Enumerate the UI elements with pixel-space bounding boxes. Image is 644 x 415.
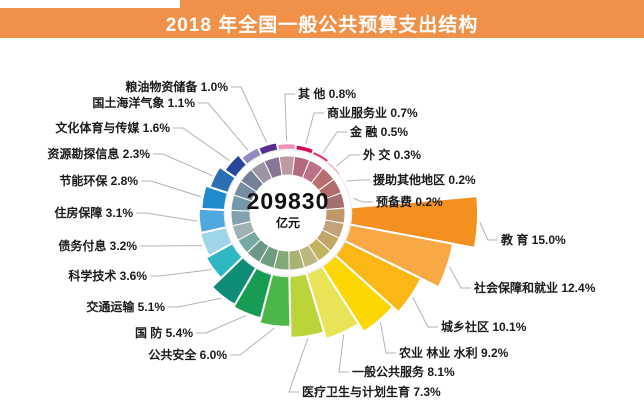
slice-label-15: 科学技术 3.6% xyxy=(68,268,147,283)
leader-line-13 xyxy=(196,314,247,334)
slice-label-14: 交通运输 5.1% xyxy=(86,299,165,314)
leader-line-22 xyxy=(231,86,268,143)
slice-label-8: 城乡社区 10.1% xyxy=(441,319,527,334)
center-total-value: 209830 xyxy=(247,188,330,214)
slice-label-22: 粮油物资储备 1.0% xyxy=(125,79,228,94)
header-banner: 2018 年全国一般公共预算支出结构 xyxy=(0,8,644,38)
slice-label-5: 预备费 0.2% xyxy=(376,194,443,209)
page-title: 2018 年全国一般公共预算支出结构 xyxy=(165,14,479,36)
label-lines xyxy=(136,86,498,393)
leader-line-10 xyxy=(338,334,349,373)
slice-label-12: 公共安全 6.0% xyxy=(148,347,227,362)
leader-line-9 xyxy=(379,321,396,354)
leader-line-11 xyxy=(288,338,309,393)
inner-ring xyxy=(230,155,346,271)
leader-line-5 xyxy=(352,197,373,203)
slice-label-11: 医疗卫生与计划生育 7.3% xyxy=(302,384,441,399)
leader-line-14 xyxy=(168,297,222,308)
ring-segment-22 xyxy=(263,156,283,180)
slice-label-4: 援助其他地区 0.2% xyxy=(373,172,476,187)
leader-line-15 xyxy=(150,269,212,277)
leader-line-21 xyxy=(198,102,249,151)
labels: 其 他 0.8% 商业服务业 0.7% 金 融 0.5% 外 交 0.3% 援助其他地区… xyxy=(47,79,595,399)
slice-label-6: 教 育 15.0% xyxy=(500,232,566,247)
slice-label-13: 国 防 5.4% xyxy=(135,325,193,340)
slice-label-0: 其 他 0.8% xyxy=(298,86,356,101)
slice-label-2: 金 融 0.5% xyxy=(349,124,408,139)
leader-line-17 xyxy=(136,212,198,222)
slice-label-9: 农业 林业 水利 9.2% xyxy=(398,345,509,360)
slice-label-17: 住房保障 3.1% xyxy=(54,205,133,220)
slice-label-3: 外 交 0.3% xyxy=(363,147,421,162)
leader-line-3 xyxy=(336,154,360,167)
leader-line-4 xyxy=(346,179,370,182)
leader-line-7 xyxy=(448,266,471,289)
slice-label-10: 一般公共服务 8.1% xyxy=(352,364,455,379)
leader-line-18 xyxy=(141,180,201,198)
slice-label-18: 节能环保 2.8% xyxy=(59,173,138,188)
leader-line-6 xyxy=(479,221,498,241)
leader-line-1 xyxy=(305,112,324,145)
leader-line-0 xyxy=(284,93,295,142)
slice-label-7: 社会保障和就业 12.4% xyxy=(473,280,596,295)
slice-label-19: 资源勘探信息 2.3% xyxy=(47,146,150,161)
leader-line-12 xyxy=(230,327,275,356)
slice-label-21: 国土海洋气象 1.1% xyxy=(92,95,195,110)
slice-label-1: 商业服务业 0.7% xyxy=(327,105,418,120)
center-disc xyxy=(250,175,326,251)
leader-line-19 xyxy=(153,153,213,177)
leader-line-2 xyxy=(322,131,347,154)
leader-line-20 xyxy=(173,127,230,161)
slice-label-16: 债务付息 3.2% xyxy=(58,238,137,253)
leader-line-8 xyxy=(412,297,438,328)
center-total-unit: 亿元 xyxy=(276,215,300,230)
header-top-strip xyxy=(180,0,644,9)
slice-label-20: 文化体育与传媒 1.6% xyxy=(55,120,170,135)
